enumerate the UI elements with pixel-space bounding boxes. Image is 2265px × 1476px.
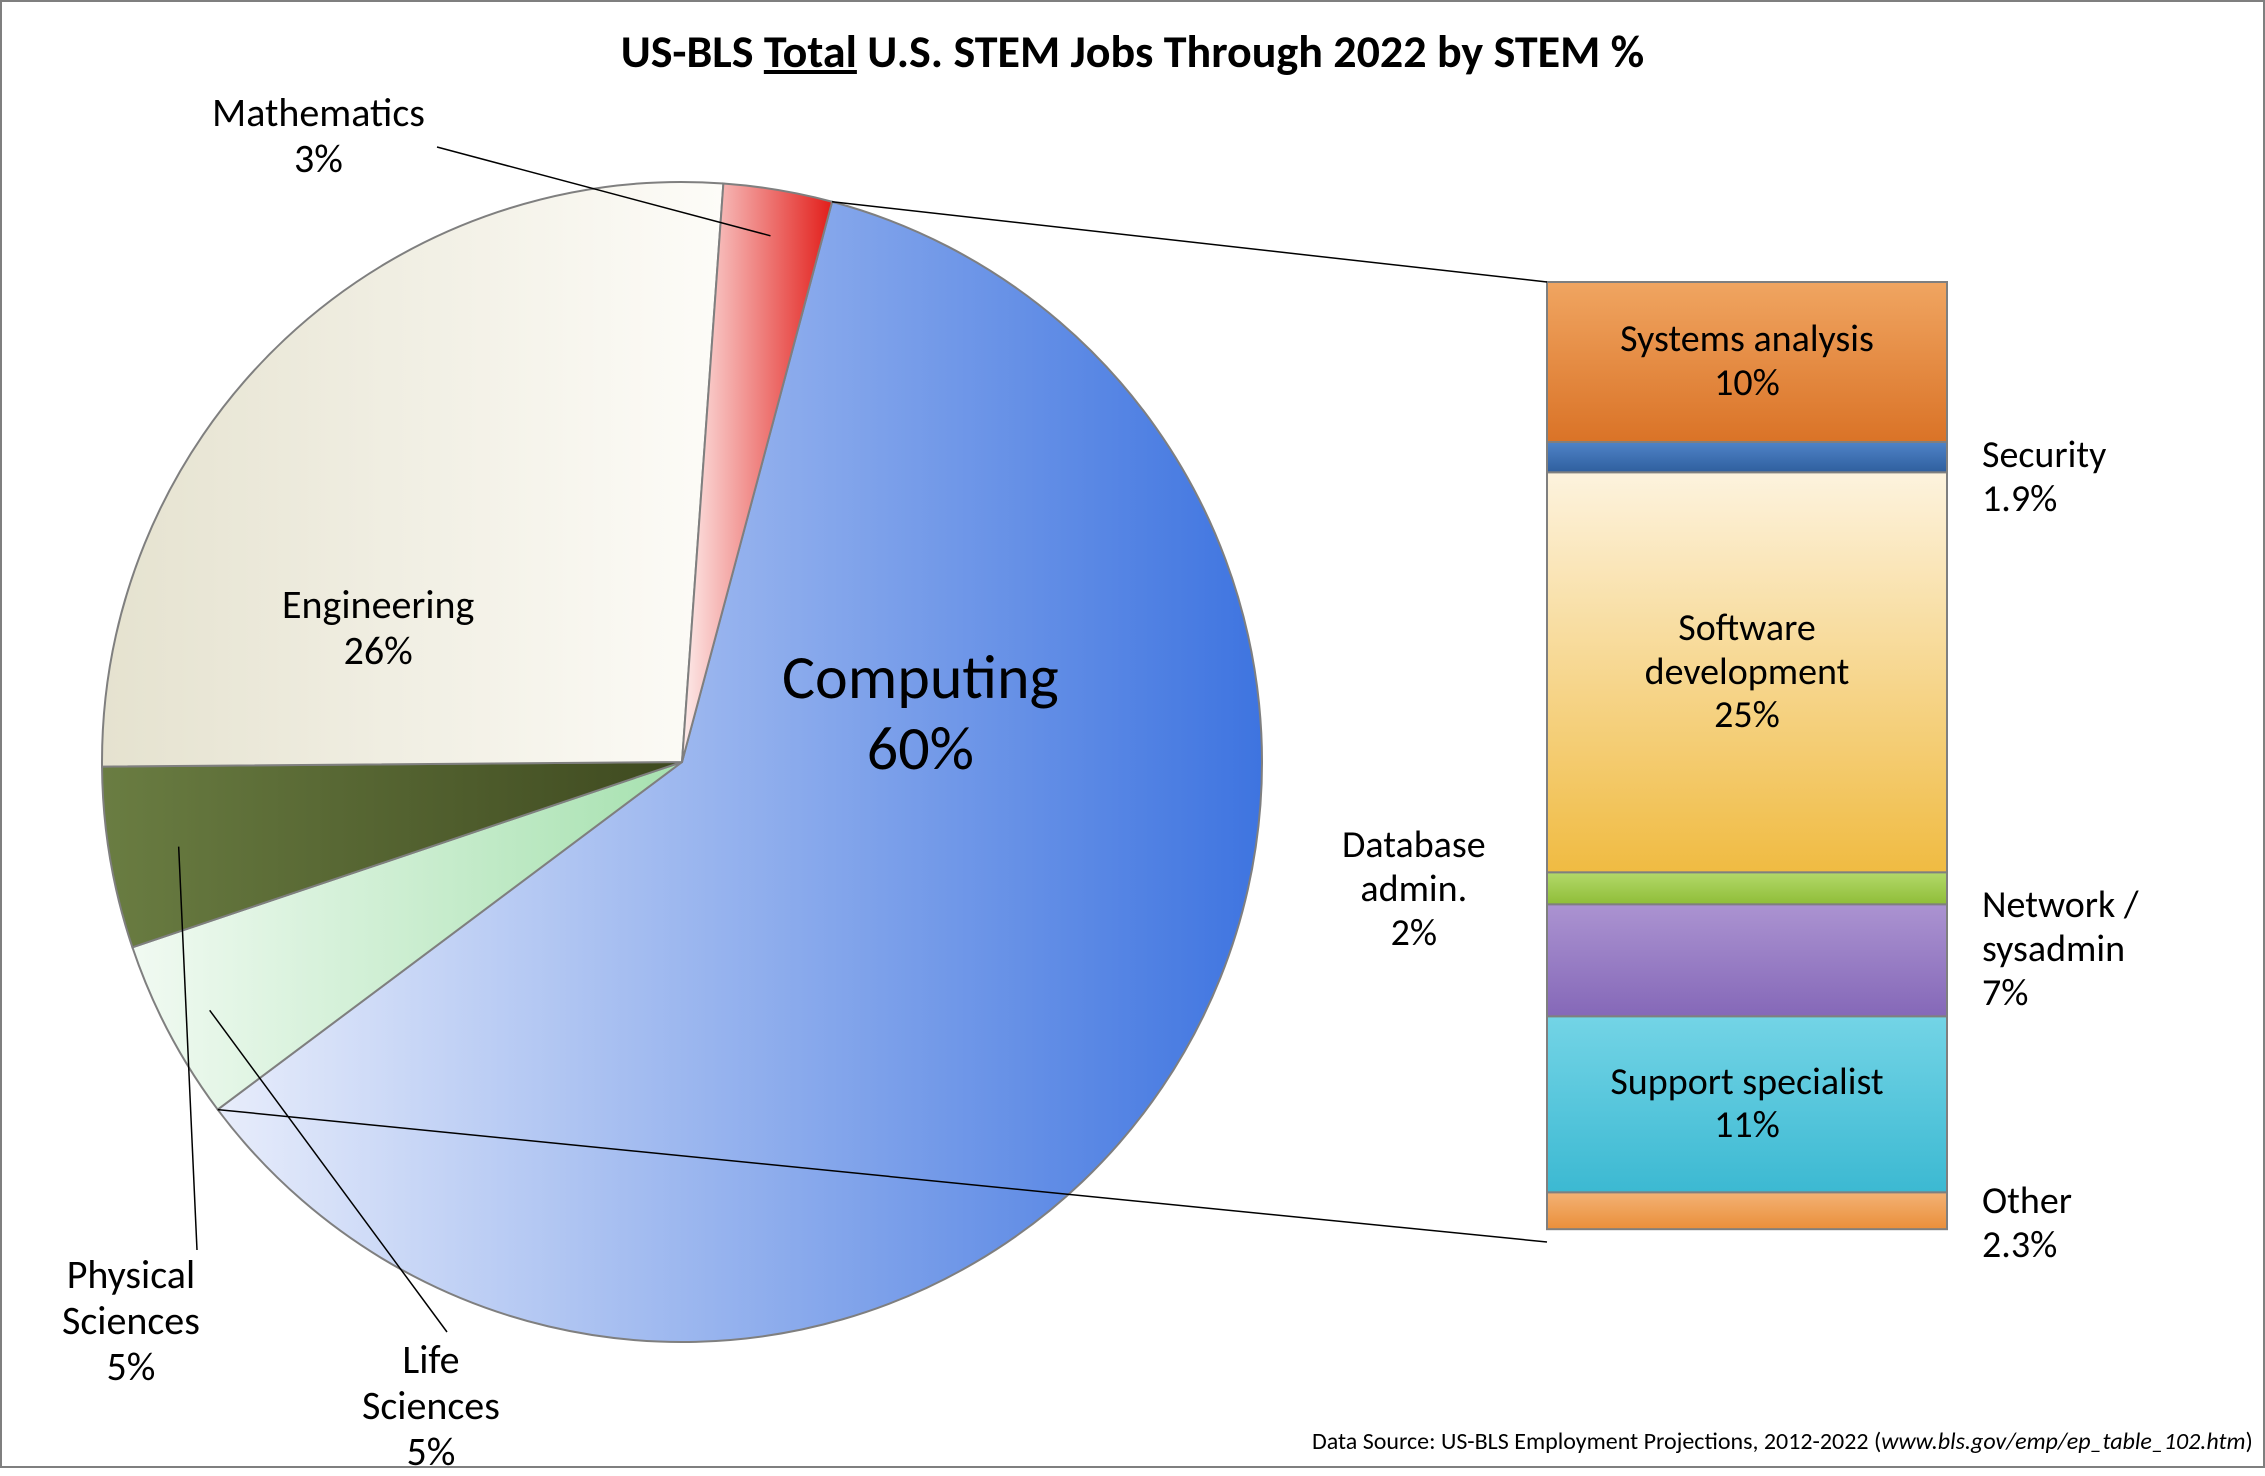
- bar-segment-database-admin: [1547, 872, 1947, 904]
- data-source: Data Source: US-BLS Employment Projectio…: [1312, 1427, 2253, 1456]
- bar-segment-network-sysadmin: [1547, 904, 1947, 1016]
- source-url: www.bls.gov/emp/ep_table_102.htm: [1881, 1427, 2245, 1456]
- source-prefix: Data Source: US-BLS Employment Projectio…: [1312, 1427, 1881, 1456]
- pie-label-physical-sciences: Physical Sciences 5%: [62, 1252, 200, 1390]
- bar-label-security: Security 1.9%: [1982, 434, 2106, 521]
- pie-label-mathematics: Mathematics 3%: [212, 90, 425, 182]
- source-suffix: ): [2246, 1427, 2253, 1456]
- title-suffix: U.S. STEM Jobs Through 2022 by STEM %: [857, 24, 1644, 80]
- bar-label-support-specialist: Support specialist 11%: [1547, 1061, 1947, 1148]
- bar-label-other: Other 2.3%: [1982, 1180, 2072, 1267]
- bar-segment-security: [1547, 442, 1947, 472]
- bar-segment-other: [1547, 1192, 1947, 1229]
- title-prefix: US-BLS: [621, 24, 764, 80]
- bar-label-systems-analysis: Systems analysis 10%: [1547, 318, 1947, 405]
- title-underlined: Total: [764, 24, 857, 80]
- bar-label-database-admin: Database admin. 2%: [1342, 824, 1486, 955]
- bar-label-software-dev: Software development 25%: [1547, 607, 1947, 738]
- pie-label-computing: Computing 60%: [782, 642, 1059, 785]
- chart-title: US-BLS Total U.S. STEM Jobs Through 2022…: [2, 24, 2263, 80]
- pie-label-life-sciences: Life Sciences 5%: [362, 1337, 500, 1475]
- pie-label-engineering: Engineering 26%: [282, 582, 474, 674]
- pie-slice-engineering: [102, 182, 723, 767]
- bar-label-network-sysadmin: Network / sysadmin 7%: [1982, 884, 2139, 1015]
